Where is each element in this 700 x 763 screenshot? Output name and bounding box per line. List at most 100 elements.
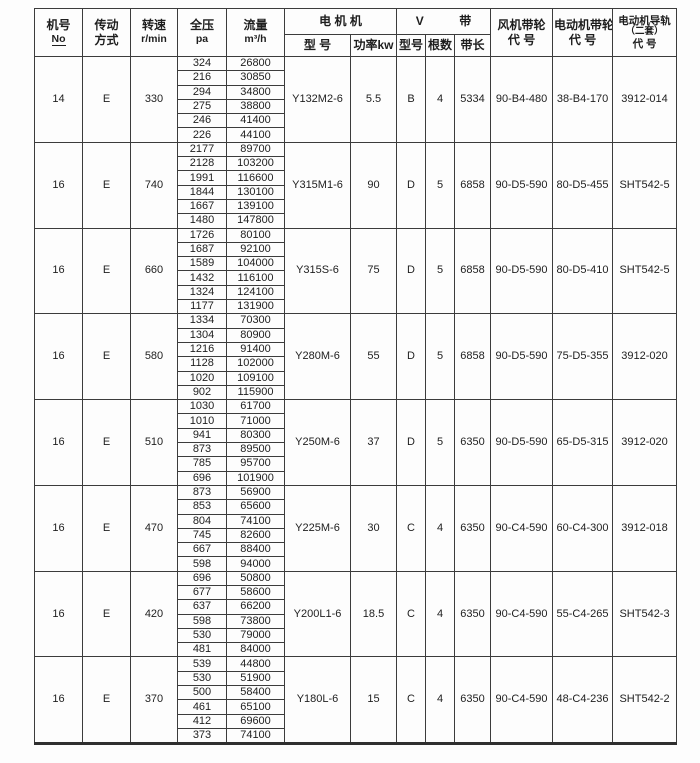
cell-motor-model: Y315S-6	[284, 227, 351, 315]
cell-flow: 51900	[226, 670, 285, 687]
cell-speed: 470	[130, 484, 178, 572]
table-row: 1844 130100	[35, 184, 677, 200]
cell-belt-type: C	[396, 484, 427, 572]
cell-belt-type: B	[396, 56, 427, 143]
cell-motor-rail: SHT542-5	[612, 141, 678, 229]
cell-speed: 580	[130, 313, 178, 401]
table-body: 14 E 330 324 26800 Y132M2-6 5.5 B 4 5334 90-B4-480…	[34, 55, 678, 745]
cell-flow: 58400	[226, 685, 285, 701]
cell-motor-rail: 3912-018	[612, 484, 678, 572]
cell-belt-count: 4	[425, 484, 456, 572]
table-row: 246 41400	[35, 113, 677, 129]
cell-flow: 44800	[226, 656, 285, 672]
cell-fan-pulley: 90-D5-590	[490, 313, 554, 401]
cell-pressure: 667	[177, 542, 227, 558]
cell-fan-pulley: 90-D5-590	[490, 227, 554, 315]
cell-flow: 70300	[226, 313, 285, 329]
table-row: 902 115900	[35, 384, 677, 401]
cell-belt-count: 5	[425, 313, 456, 401]
cell-drive: E	[82, 656, 131, 745]
cell-pressure: 677	[177, 584, 227, 601]
cell-machine-no: 16	[34, 227, 83, 315]
table-row: 637 66200	[35, 599, 677, 615]
cell-pressure: 745	[177, 527, 227, 544]
header-motor-pulley: 电动机带轮 代 号	[552, 8, 614, 57]
cell-machine-no: 16	[34, 484, 83, 572]
cell-flow: 58600	[226, 584, 285, 601]
table-row: 461 65100	[35, 699, 677, 715]
cell-flow: 116600	[226, 170, 285, 186]
cell-fan-pulley: 90-D5-590	[490, 399, 554, 486]
cell-flow: 80300	[226, 427, 285, 444]
header-motor-group: 电 机 机	[283, 8, 398, 35]
table-header: 机号 No 传动 方式 转速 r/min 全压 pa 流量 m³/h	[34, 8, 678, 57]
cell-fan-pulley: 90-C4-590	[490, 484, 554, 572]
cell-flow: 44100	[226, 127, 285, 143]
cell-flow: 74100	[226, 513, 285, 529]
cell-pressure: 1589	[177, 256, 227, 272]
cell-pressure: 1128	[177, 356, 227, 372]
cell-belt-length: 6350	[454, 656, 492, 745]
cell-pressure: 1432	[177, 270, 227, 286]
cell-flow: 104000	[226, 256, 285, 272]
cell-pressure: 873	[177, 442, 227, 458]
cell-pressure: 853	[177, 499, 227, 515]
cell-flow: 41400	[226, 113, 285, 129]
table-row: 294 34800	[35, 84, 677, 100]
cell-motor-pulley: 38-B4-170	[552, 56, 614, 143]
cell-speed: 740	[130, 141, 178, 229]
cell-motor-rail: SHT542-2	[612, 656, 678, 745]
cell-pressure: 216	[177, 70, 227, 86]
cell-belt-count: 4	[425, 570, 456, 658]
table-row: 1020 109100	[35, 370, 677, 386]
cell-belt-length: 5334	[454, 56, 492, 143]
header-motor-power: 功率kw	[349, 34, 398, 57]
cell-motor-pulley: 80-D5-410	[552, 227, 614, 315]
cell-belt-length: 6858	[454, 227, 492, 315]
table-row: 530 79000	[35, 627, 677, 644]
cell-belt-length: 6350	[454, 570, 492, 658]
cell-pressure: 902	[177, 384, 227, 401]
cell-motor-model: Y200L1-6	[284, 570, 351, 658]
header-belt-length: 带长	[454, 34, 492, 57]
cell-motor-model: Y132M2-6	[284, 56, 351, 143]
cell-fan-pulley: 90-B4-480	[490, 56, 554, 143]
header-machine-no: 机号 No	[34, 8, 83, 57]
header-motor-model: 型 号	[284, 34, 351, 57]
cell-flow: 89500	[226, 442, 285, 458]
cell-pressure: 539	[177, 656, 227, 672]
table-row: 16 E 470 873 56900 Y225M-6 30 C 4 6350 90-C4-590 60…	[34, 484, 678, 572]
cell-belt-count: 5	[425, 227, 456, 315]
header-vbelt-dai: 带	[459, 14, 472, 28]
cell-flow: 103200	[226, 156, 285, 172]
cell-flow: 73800	[226, 613, 285, 629]
cell-pressure: 481	[177, 642, 227, 658]
cell-motor-pulley: 65-D5-315	[552, 399, 614, 486]
cell-pressure: 1324	[177, 284, 227, 301]
header-belt-model: 型号	[396, 34, 427, 57]
header-machine-no-cn: 机号	[46, 18, 71, 33]
table-row: 1216 91400	[35, 341, 677, 358]
header-motor-rail: 电动机导轨 （二套） 代 号	[612, 8, 678, 57]
cell-flow: 115900	[226, 384, 285, 401]
cell-pressure: 324	[177, 55, 227, 72]
cell-pressure: 1687	[177, 241, 227, 258]
cell-flow: 139100	[226, 198, 285, 215]
cell-pressure: 1304	[177, 327, 227, 343]
cell-flow: 38800	[226, 98, 285, 115]
cell-pressure: 804	[177, 513, 227, 529]
table-row: 16 E 580 1334 70300 Y280M-6 55 D 5 6858 90-D5-590 7…	[34, 313, 678, 401]
cell-flow: 95700	[226, 456, 285, 472]
cell-motor-rail: 3912-020	[612, 399, 678, 486]
cell-flow: 26800	[226, 55, 285, 72]
cell-motor-power: 5.5	[349, 56, 398, 143]
cell-flow: 79000	[226, 627, 285, 644]
cell-flow: 80900	[226, 327, 285, 343]
cell-fan-pulley: 90-C4-590	[490, 656, 554, 745]
cell-machine-no: 16	[34, 399, 83, 486]
cell-pressure: 696	[177, 470, 227, 486]
cell-flow: 130100	[226, 184, 285, 200]
cell-fan-pulley: 90-C4-590	[490, 570, 554, 658]
cell-drive: E	[82, 141, 131, 229]
cell-pressure: 530	[177, 670, 227, 687]
